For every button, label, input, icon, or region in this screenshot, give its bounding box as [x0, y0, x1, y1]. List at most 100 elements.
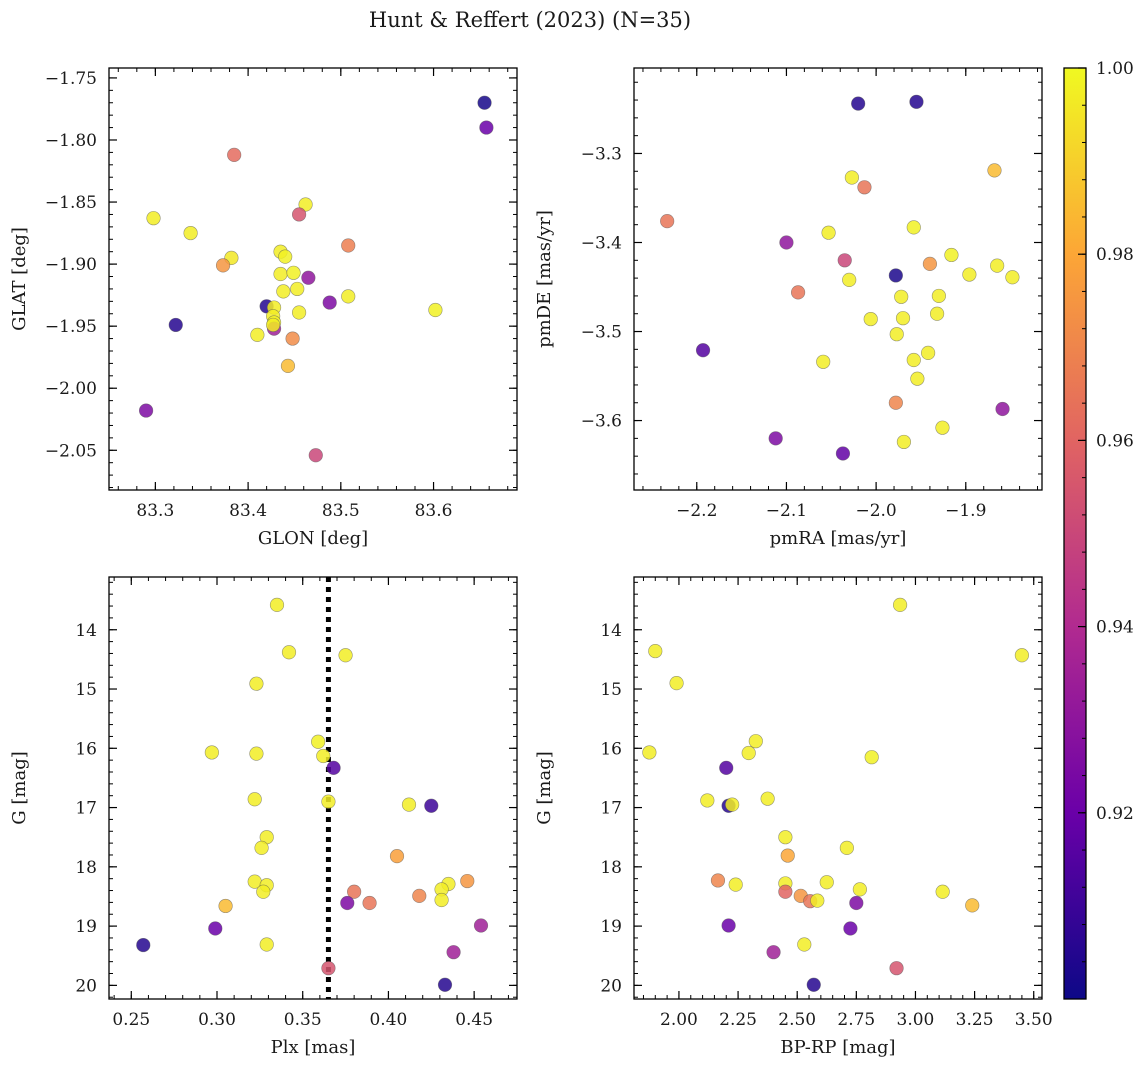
- y-tick-label: 16: [600, 739, 622, 759]
- scatter-point: [844, 170, 859, 185]
- axes-frame: [633, 576, 1043, 1000]
- ax-glon-glat: 83.3 83.4 83.5 83.6 −1.75 −1.80 −1.85 −1.90 −1.9…: [9, 67, 518, 549]
- x-tick-label: 2.25: [719, 1010, 757, 1030]
- x-tick-label: −2.0: [855, 501, 896, 521]
- scatter-point: [249, 746, 264, 761]
- colorbar-tick-label: 0.96: [1096, 431, 1134, 451]
- scatter-point: [146, 211, 161, 226]
- y-tick-label: −3.3: [581, 144, 622, 164]
- scatter-point: [362, 895, 377, 911]
- scatter-point: [857, 180, 872, 195]
- scatter-point: [227, 147, 242, 162]
- scatter-point: [280, 358, 296, 373]
- scatter-point: [285, 331, 300, 346]
- scatter-point: [215, 258, 231, 273]
- x-tick-label: 83.3: [136, 501, 174, 521]
- scatter-point: [286, 265, 301, 280]
- scatter-point: [437, 977, 453, 992]
- colorbar-tick-label: 0.92: [1096, 804, 1134, 824]
- scatter-point: [931, 288, 946, 304]
- scatter-point: [291, 207, 307, 222]
- y-tick-label: −3.6: [581, 412, 622, 432]
- scatter-point: [669, 675, 684, 691]
- colorbar-tick-label: 0.94: [1096, 618, 1134, 638]
- axes-frame: [633, 67, 1043, 491]
- x-tick-label: 2.00: [660, 1010, 698, 1030]
- x-axis-label: BP-RP [mag]: [780, 1037, 895, 1058]
- data-area: [660, 94, 1020, 461]
- scatter-point: [889, 961, 904, 976]
- scatter-point: [321, 794, 336, 809]
- x-axis-label: GLON [deg]: [258, 528, 368, 549]
- scatter-point: [477, 95, 492, 110]
- y-tick-label: 20: [600, 976, 622, 996]
- scatter-point: [341, 238, 356, 253]
- scatter-point: [778, 830, 793, 845]
- scatter-point: [810, 893, 825, 908]
- y-tick-label: −1.90: [45, 255, 97, 275]
- scatter-point: [888, 395, 903, 410]
- scatter-point: [301, 270, 316, 285]
- y-tick-label: −1.85: [45, 193, 97, 213]
- y-tick-label: −3.5: [581, 323, 622, 343]
- scatter-point: [1014, 648, 1029, 663]
- scatter-point: [273, 266, 288, 282]
- x-tick-label: 83.5: [322, 501, 360, 521]
- scatter-point: [269, 597, 285, 612]
- y-tick-label: 15: [600, 680, 622, 700]
- y-axis-label: pmDE [mas/yr]: [534, 210, 555, 348]
- scatter-point: [995, 401, 1010, 417]
- scatter-point: [821, 225, 836, 240]
- scatter-point: [316, 748, 331, 764]
- x-axis-label: Plx [mas]: [271, 1037, 356, 1058]
- x-tick-label: 83.4: [229, 501, 267, 521]
- scatter-point: [990, 258, 1005, 273]
- x-tick-label: −2.2: [676, 501, 717, 521]
- scatter-point: [852, 882, 867, 897]
- scatter-point: [642, 745, 657, 760]
- x-tick-label: 0.35: [284, 1010, 322, 1030]
- scatter-point: [412, 888, 427, 903]
- scatter-point: [322, 295, 337, 310]
- scatter-point: [204, 745, 219, 760]
- scatter-point: [168, 317, 183, 333]
- scatter-point: [266, 317, 281, 333]
- scatter-point: [308, 448, 323, 463]
- scatter-point: [816, 354, 831, 369]
- scatter-point: [183, 225, 198, 241]
- y-tick-label: 15: [75, 680, 97, 700]
- scatter-point: [460, 873, 475, 889]
- scatter-point: [247, 792, 262, 807]
- scatter-point: [935, 420, 950, 435]
- scatter-point: [760, 791, 775, 806]
- scatter-point: [987, 163, 1002, 178]
- scatter-point: [338, 648, 353, 663]
- scatter-point: [892, 597, 908, 612]
- scatter-point: [768, 431, 783, 446]
- colorbar-tick-label: 1.00: [1096, 59, 1134, 79]
- figure-title: Hunt & Reffert (2023) (N=35): [369, 8, 691, 32]
- scatter-point: [291, 305, 307, 320]
- x-tick-label: 2.75: [837, 1010, 875, 1030]
- scatter-point: [748, 734, 763, 749]
- scatter-point: [473, 918, 489, 933]
- y-tick-label: 19: [75, 917, 97, 937]
- scatter-point: [837, 253, 852, 268]
- scatter-point: [778, 884, 793, 899]
- x-tick-label: 2.50: [778, 1010, 816, 1030]
- scatter-point: [218, 898, 233, 914]
- x-tick-label: 3.50: [1015, 1010, 1053, 1030]
- scatter-point: [906, 352, 921, 368]
- scatter-point: [849, 895, 864, 911]
- scatter-point: [741, 745, 756, 761]
- colorbar-gradient: [1063, 67, 1087, 1000]
- x-tick-label: −2.1: [766, 501, 807, 521]
- scatter-point: [922, 256, 938, 271]
- scatter-point: [895, 311, 911, 326]
- scatter-point: [863, 311, 878, 327]
- scatter-point: [401, 797, 417, 812]
- x-tick-label: 83.6: [415, 501, 453, 521]
- ax-pmra-pmde: −2.2 −2.1 −2.0 −1.9 −3.3 −3.4 −3.5 −3.6 pmRA [ma…: [534, 67, 1043, 549]
- scatter-point: [479, 120, 494, 135]
- x-tick-label: 0.45: [455, 1010, 493, 1030]
